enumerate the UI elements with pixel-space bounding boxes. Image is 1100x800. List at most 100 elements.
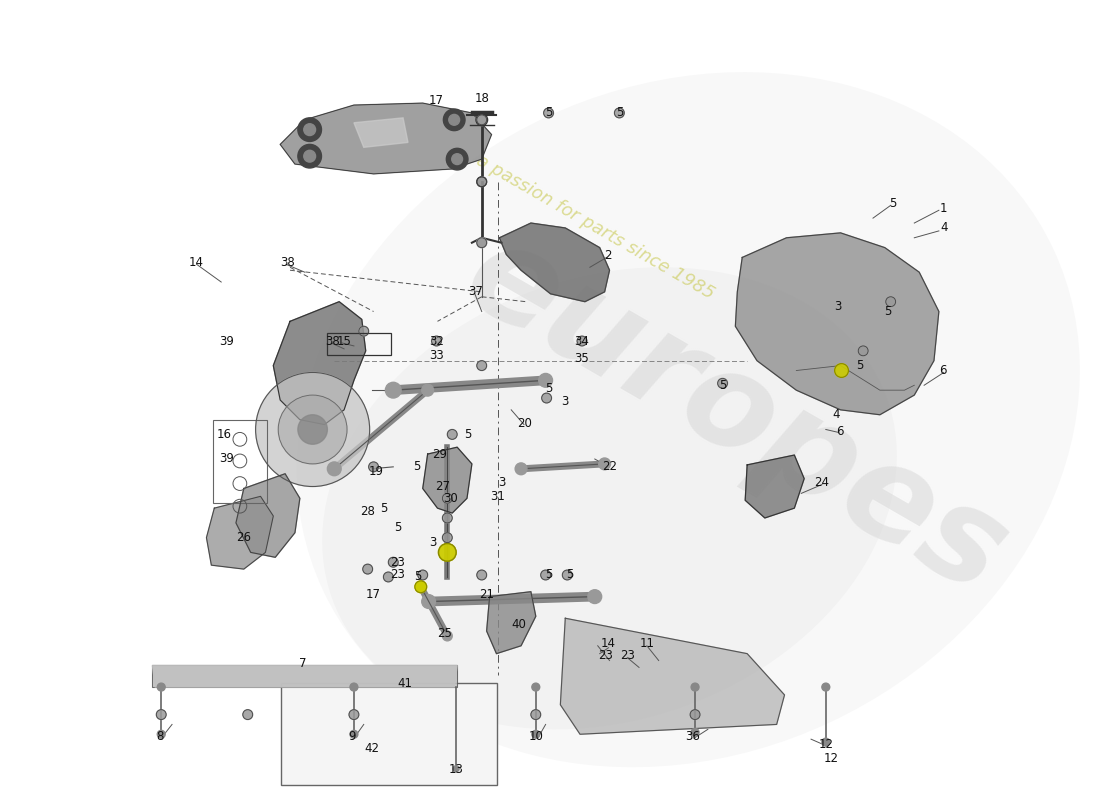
Circle shape — [598, 458, 611, 470]
Text: 5: 5 — [379, 502, 387, 514]
Circle shape — [541, 570, 550, 580]
Text: 12: 12 — [823, 752, 838, 766]
Circle shape — [531, 710, 541, 719]
Ellipse shape — [322, 267, 896, 730]
Circle shape — [717, 378, 727, 388]
Text: 14: 14 — [601, 638, 616, 650]
Text: 40: 40 — [512, 618, 527, 630]
Circle shape — [476, 115, 486, 125]
Circle shape — [858, 346, 868, 356]
Text: 3: 3 — [834, 300, 842, 313]
Circle shape — [350, 730, 358, 738]
Circle shape — [835, 364, 848, 378]
Polygon shape — [486, 592, 536, 654]
Text: 8: 8 — [156, 730, 164, 742]
Text: 5: 5 — [544, 106, 552, 119]
Circle shape — [385, 382, 402, 398]
Text: 23: 23 — [619, 649, 635, 662]
Text: 21: 21 — [480, 588, 494, 601]
Text: 16: 16 — [217, 428, 232, 441]
Polygon shape — [499, 223, 609, 302]
Text: 17: 17 — [429, 94, 444, 106]
Circle shape — [255, 373, 370, 486]
Polygon shape — [560, 618, 784, 734]
Circle shape — [418, 570, 428, 580]
Circle shape — [156, 710, 166, 719]
Text: 5: 5 — [464, 428, 472, 441]
Polygon shape — [207, 496, 273, 569]
Circle shape — [442, 494, 452, 503]
Circle shape — [363, 564, 373, 574]
Text: 3: 3 — [497, 476, 505, 489]
Circle shape — [447, 148, 468, 170]
Text: 32: 32 — [429, 334, 444, 347]
Circle shape — [421, 384, 433, 396]
Text: 22: 22 — [602, 460, 617, 474]
Text: 35: 35 — [574, 352, 590, 366]
Circle shape — [532, 683, 540, 691]
Text: a passion for parts since 1985: a passion for parts since 1985 — [473, 151, 717, 302]
Circle shape — [157, 683, 165, 691]
Text: 37: 37 — [469, 286, 483, 298]
Circle shape — [448, 430, 458, 439]
Circle shape — [822, 738, 829, 746]
Text: 5: 5 — [395, 522, 402, 534]
Circle shape — [532, 730, 540, 738]
Circle shape — [359, 326, 369, 336]
Text: 34: 34 — [574, 334, 590, 347]
Circle shape — [476, 177, 486, 186]
Circle shape — [886, 297, 895, 306]
Text: 5: 5 — [857, 359, 864, 372]
Text: 42: 42 — [364, 742, 380, 754]
Circle shape — [449, 114, 460, 126]
Text: 17: 17 — [366, 588, 381, 601]
Circle shape — [515, 463, 527, 474]
Circle shape — [615, 108, 625, 118]
Circle shape — [578, 336, 587, 346]
Text: 20: 20 — [517, 417, 532, 430]
Text: 27: 27 — [434, 480, 450, 493]
Polygon shape — [235, 474, 300, 558]
Circle shape — [452, 154, 463, 165]
Text: 3: 3 — [429, 536, 437, 549]
Circle shape — [421, 594, 436, 609]
Text: 39: 39 — [219, 453, 233, 466]
Ellipse shape — [297, 72, 1080, 767]
Text: 13: 13 — [449, 763, 463, 776]
Text: 39: 39 — [219, 334, 233, 347]
Text: 5: 5 — [884, 305, 891, 318]
Circle shape — [541, 393, 551, 403]
Text: 9: 9 — [349, 730, 355, 742]
Polygon shape — [273, 302, 365, 425]
Circle shape — [691, 728, 698, 736]
Bar — [153, 666, 458, 687]
Polygon shape — [422, 447, 472, 513]
Circle shape — [415, 581, 427, 593]
Text: 15: 15 — [337, 334, 352, 347]
Text: 23: 23 — [389, 556, 405, 569]
Circle shape — [328, 462, 341, 476]
Circle shape — [476, 361, 486, 370]
Bar — [213, 420, 267, 503]
Text: 12: 12 — [818, 738, 834, 750]
Circle shape — [476, 177, 486, 186]
Text: 31: 31 — [490, 490, 505, 503]
Text: 5: 5 — [544, 382, 552, 394]
Text: 23: 23 — [598, 649, 613, 662]
Circle shape — [442, 513, 452, 523]
Text: 38: 38 — [324, 334, 340, 347]
Polygon shape — [280, 103, 492, 174]
Text: 23: 23 — [389, 569, 405, 582]
Text: 36: 36 — [685, 730, 701, 742]
Circle shape — [304, 124, 316, 135]
Circle shape — [157, 730, 165, 738]
Circle shape — [298, 414, 328, 444]
Circle shape — [690, 710, 700, 719]
Text: 3: 3 — [562, 395, 569, 409]
Text: 11: 11 — [639, 638, 654, 650]
Text: 25: 25 — [437, 627, 452, 641]
Text: 4: 4 — [832, 408, 839, 422]
Text: 2: 2 — [604, 249, 612, 262]
Text: 6: 6 — [836, 425, 844, 438]
Circle shape — [278, 395, 346, 464]
